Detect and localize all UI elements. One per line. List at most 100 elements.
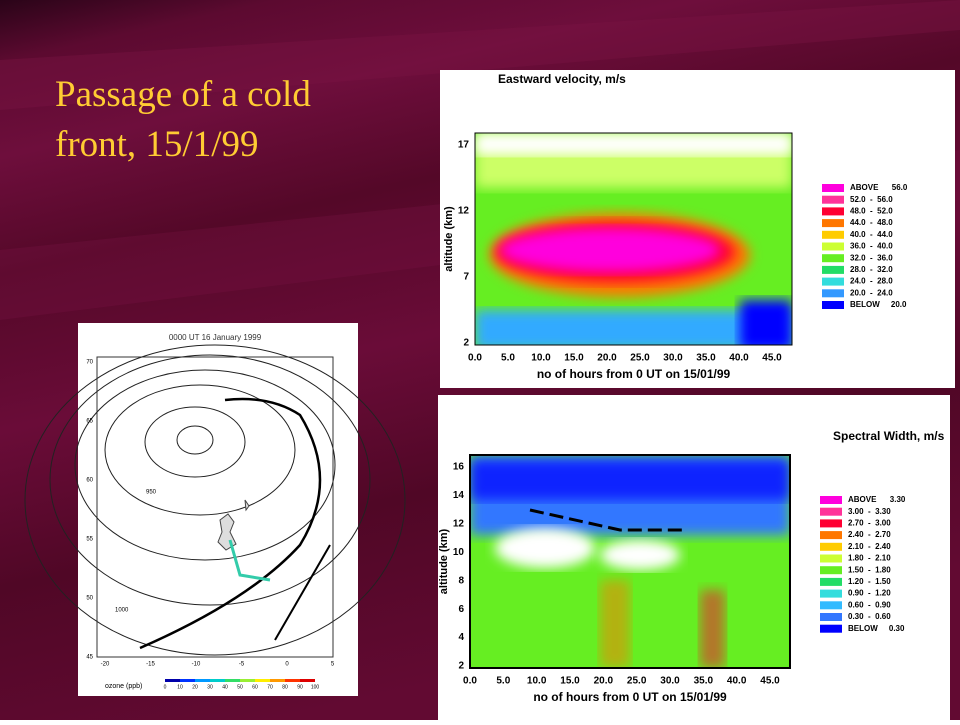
x-tick-label: 30.0: [663, 353, 683, 364]
legend-swatch: [822, 195, 844, 204]
x-tick-label: 40.0: [729, 353, 749, 364]
panel-title: Spectral Width, m/s: [833, 429, 945, 443]
legend-label: 2.40 - 2.70: [848, 530, 891, 539]
x-tick-label: 0: [285, 662, 289, 668]
x-tick-label: -5: [239, 662, 245, 668]
x-axis-label: no of hours from 0 UT on 15/01/99: [537, 367, 731, 381]
y-tick-label: 7: [463, 272, 469, 283]
plot-frame: [474, 132, 793, 346]
legend-label: ABOVE 3.30: [848, 495, 906, 504]
colorbar-step: [195, 679, 210, 682]
y-tick-label: 4: [458, 632, 464, 643]
colorbar-tick: 60: [252, 684, 258, 690]
isobars: [24, 344, 406, 656]
x-tick-label: 20.0: [594, 676, 614, 687]
x-tick-label: 10.0: [531, 353, 551, 364]
y-tick-label: 2: [463, 338, 469, 349]
colorbar-step: [240, 679, 255, 682]
colorbar-tick: 80: [282, 684, 288, 690]
legend-label: ABOVE 56.0: [850, 183, 908, 192]
x-tick-label: -10: [192, 662, 201, 668]
x-tick-label: 15.0: [564, 353, 584, 364]
legend-swatch: [820, 589, 842, 598]
y-tick-label: 50: [86, 596, 93, 602]
colorbar-tick: 70: [267, 684, 273, 690]
colorbar-tick: 90: [297, 684, 303, 690]
legend-swatch: [820, 519, 842, 528]
x-tick-label: 25.0: [627, 676, 647, 687]
legend-label: 20.0 - 24.0: [850, 288, 893, 297]
legend-swatch: [820, 624, 842, 633]
cold-front: [139, 397, 322, 650]
legend-label: 2.10 - 2.40: [848, 542, 891, 551]
x-tick-label: 35.0: [696, 353, 716, 364]
y-tick-label: 8: [458, 575, 464, 586]
legend-swatch: [820, 577, 842, 586]
slide-title: Passage of a cold front, 15/1/99: [55, 74, 311, 165]
legend-swatch: [822, 242, 844, 251]
x-tick-label: 0.0: [468, 353, 482, 364]
colorbar-step: [270, 679, 285, 682]
y-tick-label: 16: [453, 462, 465, 473]
legend-label: BELOW 0.30: [848, 624, 905, 633]
colorbar: 0 10 20 30 40 50 60 70 80 90 100: [164, 679, 319, 690]
legend-label: BELOW 20.0: [850, 300, 907, 309]
panel-title: Eastward velocity, m/s: [498, 72, 626, 86]
legend-label: 52.0 - 56.0: [850, 195, 893, 204]
coastline: [217, 499, 250, 551]
legend-label: 44.0 - 48.0: [850, 218, 893, 227]
colorbar-step: [165, 679, 180, 682]
legend-label: 1.20 - 1.50: [848, 577, 891, 586]
colorbar-tick: 10: [177, 684, 183, 690]
x-tick-label: 30.0: [660, 676, 680, 687]
y-tick-label: 55: [86, 537, 93, 543]
legend-swatch: [820, 601, 842, 610]
legend-label: 3.00 - 3.30: [848, 507, 891, 516]
y-tick-label: 14: [453, 490, 465, 501]
x-tick-label: 5.0: [501, 353, 515, 364]
legend-swatch: [820, 496, 842, 504]
legend-swatch: [820, 507, 842, 516]
legend-swatch: [822, 289, 844, 298]
heatmap: [470, 455, 790, 668]
front: [274, 544, 331, 641]
legend-swatch: [822, 254, 844, 263]
x-axis-label: no of hours from 0 UT on 15/01/99: [533, 690, 727, 704]
y-tick-label: 60: [86, 478, 93, 484]
map-title: 0000 UT 16 January 1999: [169, 333, 262, 342]
contour-label: 1000: [115, 608, 129, 614]
legend-swatch: [820, 542, 842, 551]
colorbar-step: [210, 679, 225, 682]
legend-label: 0.60 - 0.90: [848, 600, 891, 609]
y-tick-label: 17: [458, 140, 470, 151]
x-tick-label: 45.0: [760, 676, 780, 687]
legend-label: 0.90 - 1.20: [848, 589, 891, 598]
colorbar-label: ozone (ppb): [105, 683, 142, 690]
legend-swatch: [822, 277, 844, 286]
plot-frame: [469, 454, 791, 669]
x-tick-label: 20.0: [597, 353, 617, 364]
x-tick-label: 5.0: [496, 676, 510, 687]
legend-swatch: [822, 184, 844, 192]
y-tick-label: 10: [453, 547, 465, 558]
y-axis-label: altitude (km): [438, 528, 450, 594]
x-tick-label: 25.0: [630, 353, 650, 364]
x-tick-label: 15.0: [560, 676, 580, 687]
legend-label: 32.0 - 36.0: [850, 253, 893, 262]
x-tick-label: -20: [101, 662, 110, 668]
legend-label: 36.0 - 40.0: [850, 242, 893, 251]
legend-label: 2.70 - 3.00: [848, 519, 891, 528]
legend-swatch: [820, 566, 842, 575]
x-tick-label: 35.0: [694, 676, 714, 687]
legend-label: 1.50 - 1.80: [848, 565, 891, 574]
y-tick-label: 70: [86, 360, 93, 366]
legend-swatch: [822, 301, 844, 309]
y-tick-label: 6: [458, 604, 464, 615]
legend-swatch: [820, 531, 842, 540]
colorbar-step: [180, 679, 195, 682]
y-tick-label: 45: [86, 655, 93, 661]
y-tick-label: 12: [453, 518, 465, 529]
colorbar-step: [300, 679, 315, 682]
